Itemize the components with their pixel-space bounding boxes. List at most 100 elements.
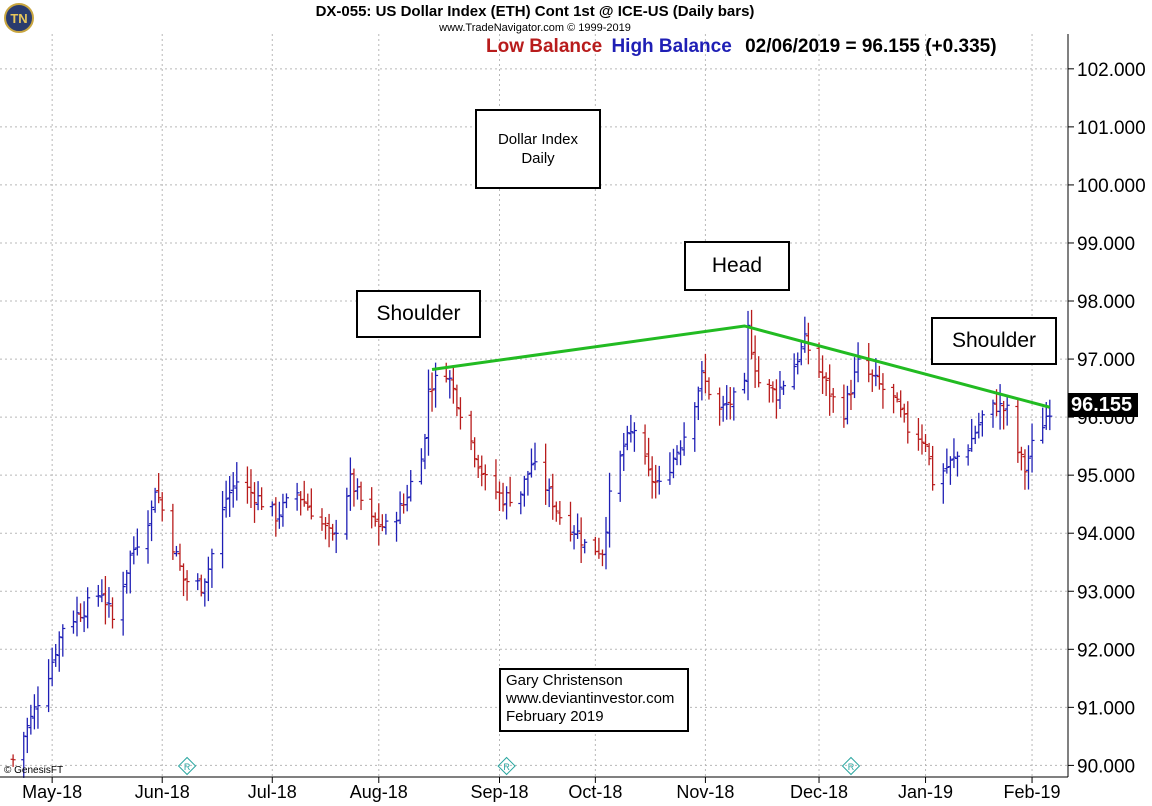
dollar-index-line1: Dollar Index: [497, 131, 579, 148]
price-bar: [298, 491, 304, 516]
y-axis-ticks: 90.00091.00092.00093.00094.00095.00096.0…: [1077, 60, 1146, 778]
y-tick-label: 92.000: [1077, 640, 1135, 661]
low-balance-label: Low Balance: [486, 36, 603, 57]
price-bar: [830, 387, 836, 413]
price-bar: [354, 478, 360, 500]
price-bar: [205, 556, 211, 602]
price-bar: [369, 487, 375, 529]
price-bar: [969, 418, 975, 452]
price-bar: [234, 462, 240, 501]
price-bar: [184, 570, 190, 601]
price-bar: [923, 434, 929, 453]
price-bar: [855, 342, 861, 383]
price-bar: [646, 437, 652, 477]
price-bar: [507, 476, 513, 507]
price-bar: [745, 310, 751, 401]
price-bar: [997, 384, 1003, 430]
price-bar: [791, 353, 797, 390]
price-bar: [330, 523, 336, 541]
price-bar: [596, 537, 602, 559]
price-bar: [294, 482, 300, 511]
price-bar: [781, 380, 787, 395]
price-bar: [46, 659, 52, 713]
price-bar: [326, 513, 332, 548]
price-bar: [305, 493, 311, 511]
x-tick-label: Jan-19: [898, 782, 953, 802]
price-bar: [308, 488, 314, 520]
price-bar: [670, 448, 676, 479]
price-bar: [156, 473, 162, 504]
price-bar: [976, 412, 982, 439]
price-bar: [152, 487, 158, 513]
price-bar: [844, 385, 850, 425]
price-bar: [699, 361, 705, 401]
credit-author: Gary Christenson: [506, 672, 623, 689]
price-bar: [525, 470, 531, 496]
price-bar: [149, 500, 155, 542]
price-bar: [557, 501, 563, 525]
price-bar: [930, 445, 936, 491]
price-bar: [259, 487, 265, 511]
price-bar: [944, 448, 950, 474]
price-bar: [820, 355, 826, 394]
price-bar: [110, 597, 116, 629]
price-bar: [504, 486, 510, 520]
price-bar: [131, 536, 137, 565]
price-bar: [876, 365, 882, 390]
y-tick-label: 97.000: [1077, 350, 1135, 371]
price-bar: [1001, 400, 1007, 430]
price-bar: [31, 694, 37, 730]
price-bar: [1047, 399, 1053, 431]
x-tick-label: Feb-19: [1004, 782, 1061, 802]
price-bar: [578, 517, 584, 563]
price-bar: [521, 475, 527, 507]
neckline: [431, 324, 1051, 409]
price-bar: [1040, 407, 1046, 444]
price-bar: [376, 503, 382, 546]
x-tick-label: Aug-18: [350, 782, 408, 802]
price-bar: [926, 442, 932, 466]
price-bar: [134, 528, 140, 556]
price-bar: [120, 571, 126, 636]
price-bar: [898, 390, 904, 418]
price-bar: [422, 433, 428, 470]
price-bar: [965, 444, 971, 466]
price-bar: [220, 490, 226, 569]
price-bar: [496, 481, 502, 511]
price-bar: [319, 508, 325, 531]
price-bar: [283, 493, 289, 509]
price-bar: [468, 410, 474, 451]
price-bar: [752, 335, 758, 388]
grid-lines: [0, 34, 1068, 777]
price-bar: [773, 379, 779, 419]
price-bar: [443, 362, 449, 383]
dollar-index-line2: Daily: [521, 150, 555, 167]
price-bar: [35, 686, 41, 729]
price-bar: [766, 379, 772, 403]
price-bar: [181, 563, 187, 597]
price-bar: [53, 643, 59, 667]
price-bar: [550, 473, 556, 520]
price-bar: [642, 424, 648, 465]
price-bar: [81, 601, 87, 633]
x-tick-label: Sep-18: [470, 782, 528, 802]
price-bar: [276, 501, 282, 529]
y-tick-label: 100.000: [1077, 176, 1146, 197]
price-bar: [724, 385, 730, 420]
price-bar: [358, 481, 364, 511]
price-bar: [891, 383, 897, 414]
price-bar: [248, 469, 254, 509]
price-bar: [894, 392, 900, 403]
price-bar: [603, 516, 609, 570]
genesis-credit: © GenesisFT: [4, 765, 64, 776]
price-bar: [85, 587, 91, 629]
x-tick-label: May-18: [22, 782, 82, 802]
price-bar: [543, 443, 549, 505]
price-bar: [99, 579, 105, 603]
price-bar: [106, 587, 112, 618]
price-bar: [1029, 423, 1035, 473]
price-bar: [301, 480, 307, 507]
price-bar: [972, 425, 978, 444]
price-bar: [323, 517, 329, 540]
x-tick-label: Dec-18: [790, 782, 848, 802]
